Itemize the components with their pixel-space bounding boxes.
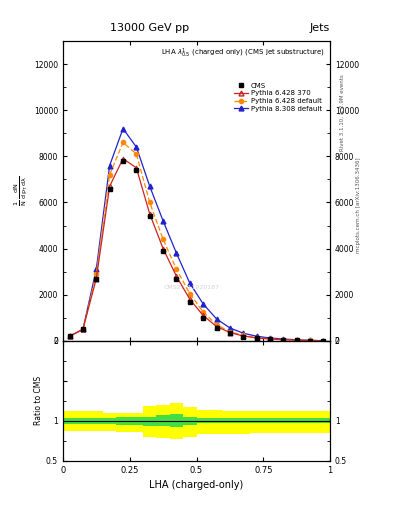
Y-axis label: Ratio to CMS: Ratio to CMS: [34, 376, 43, 425]
Text: 13000 GeV pp: 13000 GeV pp: [110, 23, 189, 33]
Text: CMS21_11920187: CMS21_11920187: [163, 284, 219, 290]
Text: Jets: Jets: [310, 23, 330, 33]
Y-axis label: $\mathrm{\frac{1}{N}\,\frac{dN}{d\,p_T\,d\lambda}}$: $\mathrm{\frac{1}{N}\,\frac{dN}{d\,p_T\,…: [12, 176, 29, 206]
Text: LHA $\lambda^{1}_{0.5}$ (charged only) (CMS jet substructure): LHA $\lambda^{1}_{0.5}$ (charged only) (…: [161, 47, 325, 60]
Text: Rivet 3.1.10, ≥ 2.9M events: Rivet 3.1.10, ≥ 2.9M events: [340, 74, 345, 151]
Legend: CMS, Pythia 6.428 370, Pythia 6.428 default, Pythia 8.308 default: CMS, Pythia 6.428 370, Pythia 6.428 defa…: [232, 80, 324, 114]
Text: mcplots.cern.ch [arXiv:1306.3436]: mcplots.cern.ch [arXiv:1306.3436]: [356, 157, 361, 252]
X-axis label: LHA (charged-only): LHA (charged-only): [149, 480, 244, 490]
